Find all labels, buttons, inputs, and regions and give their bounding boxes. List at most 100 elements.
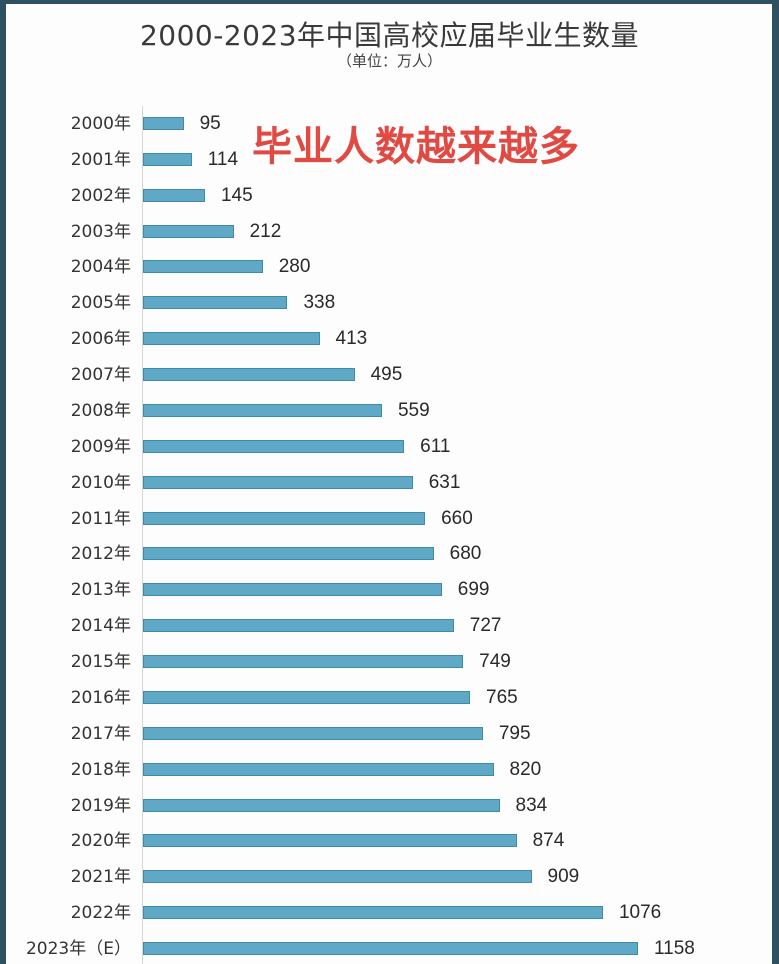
- category-label: 2016年: [70, 687, 131, 708]
- category-label: 2014年: [70, 616, 131, 637]
- value-label: 631: [428, 471, 461, 493]
- category-label: 2018年: [70, 759, 131, 780]
- bar-row: 2001年 114: [0, 148, 779, 170]
- category-label: 2001年: [70, 149, 131, 170]
- bar-row: 2023年（E） 1158: [0, 938, 779, 960]
- bar-row: 2014年 727: [0, 615, 779, 637]
- value-label: 820: [509, 758, 542, 780]
- bar: [143, 655, 464, 669]
- value-label: 765: [486, 686, 518, 708]
- category-label: 2023年（E）: [25, 939, 131, 959]
- bar: [143, 942, 638, 955]
- value-label: 795: [498, 722, 531, 744]
- value-label: 699: [457, 579, 490, 601]
- bar: [143, 870, 532, 884]
- bar: [143, 762, 494, 776]
- value-label: 660: [441, 507, 473, 529]
- bar-row: 2019年 834: [0, 794, 779, 816]
- bar: [143, 583, 442, 597]
- bar: [143, 403, 382, 417]
- bar: [143, 439, 405, 453]
- category-label: 2022年: [70, 903, 131, 924]
- value-label: 95: [199, 113, 221, 134]
- bar-row: 2008年 559: [0, 399, 779, 421]
- category-label: 2003年: [70, 221, 131, 242]
- bar-row: 2007年 495: [0, 364, 779, 386]
- bar-row: 2013年 699: [0, 579, 779, 601]
- bar-row: 2009年 611: [0, 435, 779, 457]
- category-label: 2011年: [70, 508, 131, 529]
- bar: [143, 690, 470, 704]
- bar-row: 2004年 280: [0, 256, 779, 278]
- bar: [143, 260, 263, 274]
- bar-row: 2010年 631: [0, 471, 779, 493]
- value-label: 834: [515, 794, 548, 816]
- category-label: 2007年: [70, 365, 131, 386]
- bar: [143, 152, 192, 166]
- bar-row: 2018年 820: [0, 758, 779, 780]
- bar-row: 2022年 1076: [0, 902, 779, 924]
- value-label: 413: [335, 328, 368, 350]
- category-label: 2017年: [70, 723, 131, 744]
- category-label: 2008年: [70, 400, 131, 421]
- bar-row: 2017年 795: [0, 722, 779, 744]
- bar-row: 2012年 680: [0, 543, 779, 565]
- category-label: 2013年: [70, 580, 131, 601]
- value-label: 749: [479, 651, 511, 673]
- bar-row: 2015年 749: [0, 651, 779, 673]
- value-label: 1076: [618, 902, 662, 924]
- category-label: 2015年: [70, 652, 131, 673]
- value-label: 145: [220, 184, 253, 206]
- category-label: 2010年: [70, 472, 131, 493]
- value-label: 114: [207, 148, 239, 170]
- bar-row: 2002年 145: [0, 184, 779, 206]
- value-label: 727: [469, 615, 502, 637]
- category-label: 2000年: [70, 114, 131, 134]
- bar-row: 2020年 874: [0, 830, 779, 852]
- value-label: 680: [449, 543, 482, 565]
- bar: [143, 117, 184, 130]
- bar: [143, 224, 234, 238]
- bar-row: 2000年 95: [0, 113, 779, 135]
- category-label: 2005年: [70, 293, 131, 314]
- category-label: 2009年: [70, 436, 131, 457]
- category-label: 2020年: [70, 831, 131, 852]
- bar-row: 2005年 338: [0, 292, 779, 314]
- bar-row: 2021年 909: [0, 866, 779, 888]
- value-label: 559: [397, 399, 430, 421]
- value-label: 611: [420, 435, 451, 457]
- bar: [143, 332, 320, 346]
- bar: [143, 511, 426, 525]
- bar-row: 2003年 212: [0, 220, 779, 242]
- value-label: 212: [249, 220, 282, 242]
- chart-subtitle: （单位：万人）: [336, 52, 442, 70]
- bar: [143, 296, 288, 310]
- bar: [143, 798, 500, 812]
- value-label: 338: [303, 292, 336, 314]
- bar-row: 2016年 765: [0, 686, 779, 708]
- category-label: 2021年: [70, 867, 131, 888]
- category-label: 2002年: [70, 185, 131, 206]
- bar: [143, 906, 603, 920]
- bar: [143, 475, 413, 489]
- bar-row: 2011年 660: [0, 507, 779, 529]
- value-label: 1158: [654, 938, 695, 959]
- bar: [143, 726, 483, 740]
- bar: [143, 368, 355, 382]
- value-label: 495: [370, 364, 403, 386]
- category-label: 2019年: [70, 795, 131, 816]
- bar: [143, 834, 517, 848]
- category-label: 2004年: [70, 257, 131, 278]
- bar: [143, 188, 205, 202]
- category-label: 2006年: [70, 329, 131, 350]
- value-label: 280: [278, 256, 311, 278]
- y-axis-line: [142, 106, 143, 964]
- chart-annotation: 毕业人数越来越多: [252, 124, 580, 170]
- bar: [143, 619, 454, 633]
- value-label: 909: [547, 866, 580, 888]
- chart-title: 2000-2023年中国高校应届毕业生数量: [139, 19, 640, 52]
- bar: [143, 547, 434, 561]
- value-label: 874: [532, 830, 565, 852]
- bar-row: 2006年 413: [0, 328, 779, 350]
- category-label: 2012年: [70, 544, 131, 565]
